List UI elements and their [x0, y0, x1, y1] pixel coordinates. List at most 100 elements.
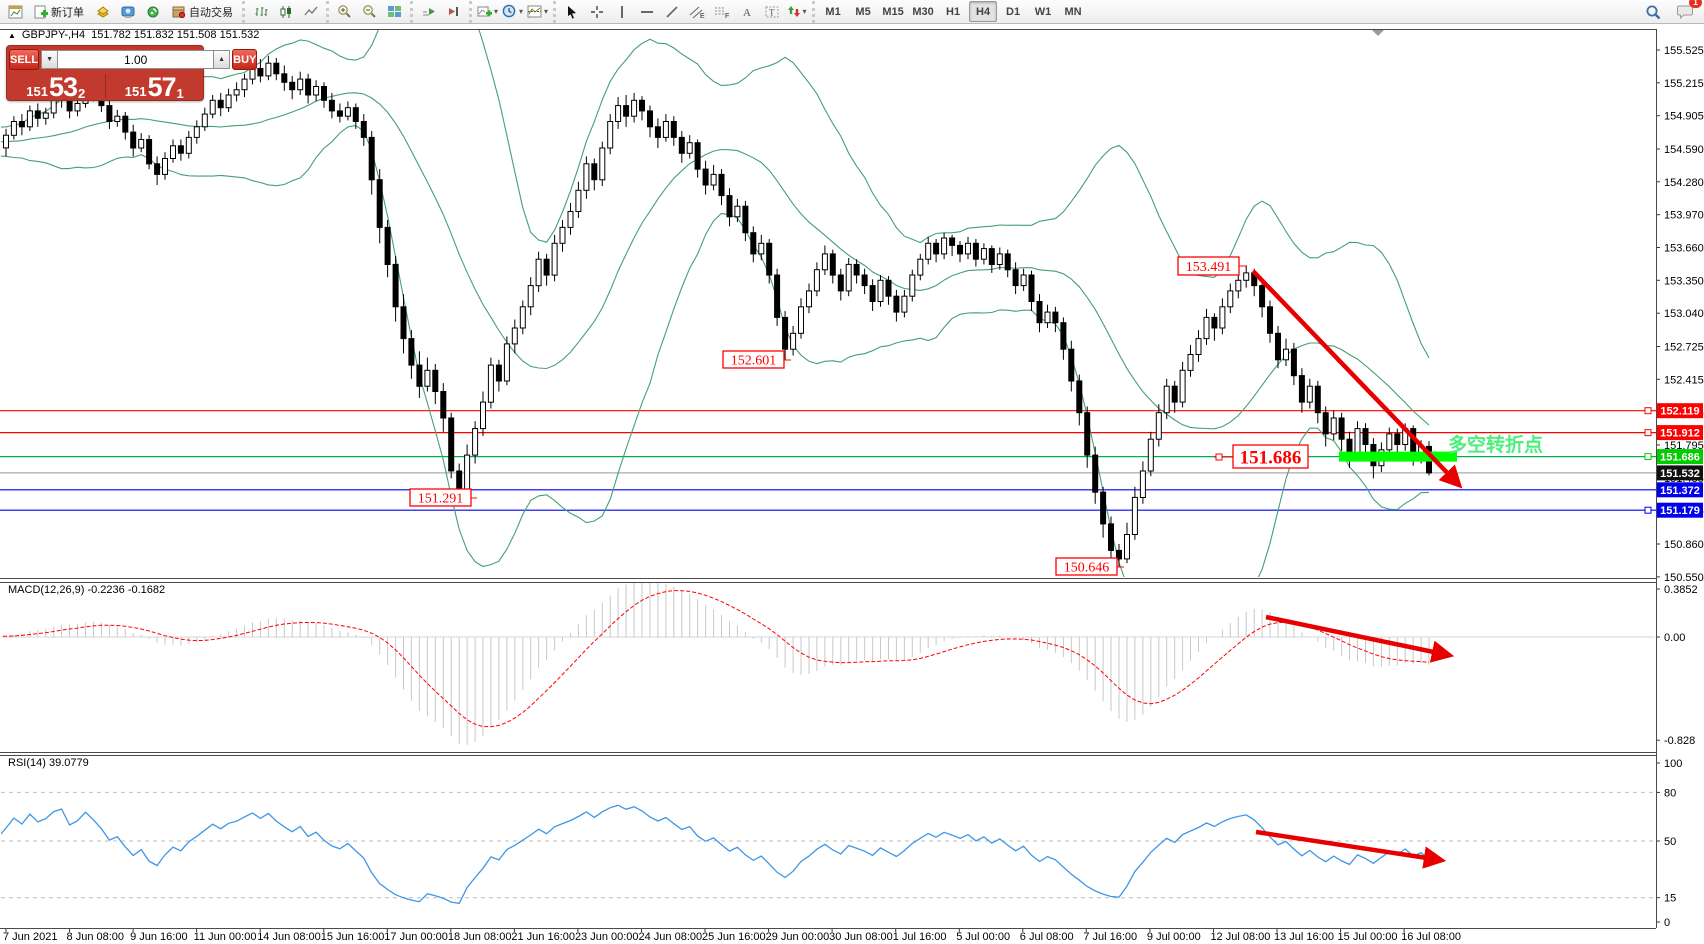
equidistant-channel-icon[interactable]: E: [685, 1, 708, 22]
chevron-down-icon: ▾: [519, 7, 524, 16]
text-icon[interactable]: A: [735, 1, 758, 22]
svg-text:15 Jun 16:00: 15 Jun 16:00: [321, 931, 385, 943]
price-annotations: 153.491 152.601 151.291 150.646 151.686: [409, 256, 1309, 576]
sell-price-point: 2: [78, 86, 86, 101]
sell-price[interactable]: 151 53 2: [7, 71, 105, 101]
timeframe-m15[interactable]: M15: [882, 5, 904, 18]
svg-text:29 Jun 00:00: 29 Jun 00:00: [766, 931, 830, 943]
svg-text:16 Jul 08:00: 16 Jul 08:00: [1401, 931, 1461, 943]
svg-text:F: F: [725, 13, 729, 19]
vertical-line-icon[interactable]: [610, 1, 633, 22]
main-toolbar: 新订单 自动交易: [0, 0, 1704, 24]
svg-text:151.912: 151.912: [1660, 428, 1700, 440]
svg-text:8 Jun 08:00: 8 Jun 08:00: [67, 931, 125, 943]
trend-arrow-2: [1265, 614, 1455, 663]
new-order-button[interactable]: 新订单: [29, 1, 89, 22]
buy-price[interactable]: 151 57 1: [106, 71, 204, 101]
svg-text:155.525: 155.525: [1664, 45, 1704, 57]
horizontal-line-icon[interactable]: [635, 1, 658, 22]
svg-text:152.119: 152.119: [1660, 406, 1699, 418]
timeframe-h1[interactable]: H1: [946, 5, 961, 18]
svg-text:5 Jul 00:00: 5 Jul 00:00: [956, 931, 1010, 943]
annotation-151.686: 151.686: [1214, 444, 1309, 469]
collapse-panel-icon[interactable]: ▲: [8, 30, 16, 40]
indicators-button[interactable]: ▾: [526, 1, 549, 22]
volume-decrease-button[interactable]: ▼: [41, 50, 59, 69]
cursor-icon[interactable]: [560, 1, 583, 22]
timeframe-m5[interactable]: M5: [855, 5, 871, 18]
trend-arrow-1: [1251, 269, 1463, 489]
buy-price-pips: 57: [147, 72, 176, 102]
svg-text:151.686: 151.686: [1660, 452, 1700, 464]
svg-text:13 Jul 16:00: 13 Jul 16:00: [1274, 931, 1334, 943]
arrows-shapes-button[interactable]: ▾: [785, 1, 808, 22]
signal-icon[interactable]: [141, 1, 164, 22]
svg-text:150.646: 150.646: [1064, 561, 1110, 576]
svg-text:7 Jun 2021: 7 Jun 2021: [3, 931, 57, 943]
support-highlight-bar: [1339, 451, 1457, 462]
svg-text:153.040: 153.040: [1664, 308, 1704, 320]
zoom-out-icon[interactable]: [358, 1, 381, 22]
zoom-in-icon[interactable]: [333, 1, 356, 22]
bar-chart-icon[interactable]: [249, 1, 272, 22]
toolbar-group-trade: 新订单 自动交易: [0, 1, 242, 23]
note-text: 多空转折点: [1448, 433, 1543, 456]
svg-text:155.215: 155.215: [1664, 78, 1704, 90]
volume-increase-button[interactable]: ▲: [213, 50, 231, 69]
svg-text:1 Jul 16:00: 1 Jul 16:00: [893, 931, 947, 943]
timeframe-h4[interactable]: H4: [969, 1, 998, 22]
time-axis[interactable]: 7 Jun 2021 8 Jun 08:00 9 Jun 16:00 11 Jun 0…: [3, 929, 1461, 943]
sell-button[interactable]: SELL: [9, 49, 40, 70]
svg-text:150.860: 150.860: [1664, 539, 1704, 551]
tile-windows-icon[interactable]: [383, 1, 406, 22]
bollinger-lower: [1, 125, 1430, 577]
trendline-icon[interactable]: [660, 1, 683, 22]
svg-text:12 Jul 08:00: 12 Jul 08:00: [1210, 931, 1270, 943]
chart-shift-icon[interactable]: [442, 1, 465, 22]
text-label-icon[interactable]: T: [760, 1, 783, 22]
line-chart-icon[interactable]: [299, 1, 322, 22]
chevron-down-icon: ▾: [544, 7, 549, 16]
timeframe-m1[interactable]: M1: [825, 5, 841, 18]
toolbar-group-charttype: [242, 0, 326, 23]
svg-text:23 Jun 00:00: 23 Jun 00:00: [575, 931, 639, 943]
timeframe-m30[interactable]: M30: [912, 5, 934, 18]
chat-icon[interactable]: 1: [1674, 0, 1702, 22]
timeframe-d1[interactable]: D1: [1006, 5, 1021, 18]
svg-text:24 Jun 08:00: 24 Jun 08:00: [639, 931, 703, 943]
buy-button[interactable]: BUY: [232, 49, 258, 70]
svg-text:15: 15: [1664, 893, 1676, 905]
svg-text:154.280: 154.280: [1664, 177, 1704, 189]
panel-borders: [0, 29, 1657, 929]
svg-text:E: E: [700, 13, 705, 19]
annotation-150.646: 150.646: [1055, 557, 1124, 576]
window-icon[interactable]: [4, 1, 27, 22]
crosshair-icon[interactable]: [585, 1, 608, 22]
candlestick-series: [3, 55, 1432, 567]
timeframe-mn[interactable]: MN: [1064, 5, 1082, 18]
svg-text:T: T: [769, 7, 775, 17]
autotrade-button[interactable]: 自动交易: [166, 1, 238, 22]
profiles-button[interactable]: ▾: [501, 1, 524, 22]
price-axis[interactable]: 155.525 155.215 154.905 154.590 154.280 153.9…: [0, 24, 1704, 944]
search-icon[interactable]: [1641, 1, 1664, 22]
svg-text:7 Jul 16:00: 7 Jul 16:00: [1083, 931, 1137, 943]
gold-icon[interactable]: [91, 1, 114, 22]
timeframe-w1[interactable]: W1: [1034, 5, 1052, 18]
candlestick-icon[interactable]: [274, 1, 297, 22]
svg-text:100: 100: [1664, 758, 1682, 770]
toolbar-group-zoom: [326, 0, 410, 23]
svg-text:50: 50: [1664, 836, 1676, 848]
auto-scroll-icon[interactable]: [417, 1, 440, 22]
volume-input[interactable]: [58, 50, 214, 69]
new-chart-button[interactable]: ▾: [476, 1, 499, 22]
svg-text:152.601: 152.601: [731, 354, 777, 369]
terminal-icon[interactable]: [116, 1, 139, 22]
fibonacci-icon[interactable]: F: [710, 1, 733, 22]
svg-text:151.291: 151.291: [418, 492, 464, 507]
svg-text:18 Jun 08:00: 18 Jun 08:00: [448, 931, 512, 943]
svg-text:151.532: 151.532: [1660, 468, 1700, 480]
svg-text:0.3852: 0.3852: [1664, 584, 1698, 596]
